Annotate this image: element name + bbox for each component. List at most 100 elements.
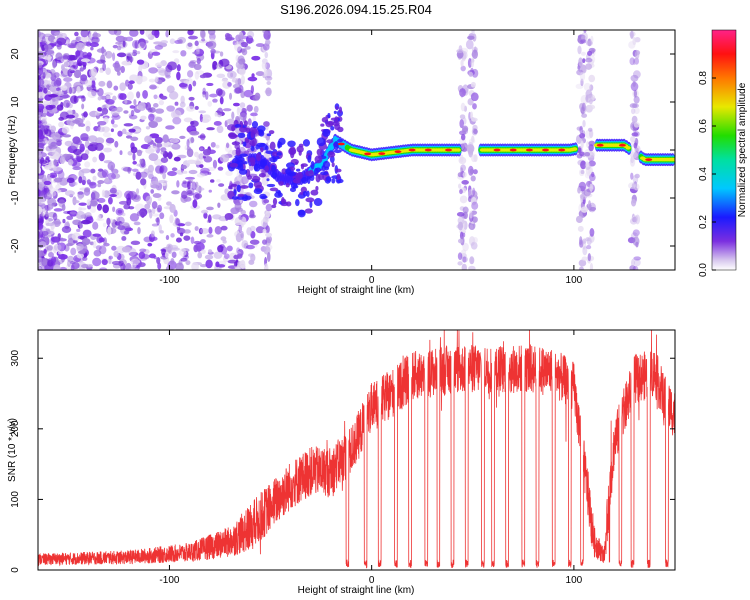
spectrogram-transition-blob [239,185,249,189]
spectrogram-noise-blob [97,182,102,188]
spectrogram-streak-blob [580,206,589,213]
spectrogram-noise-blob [167,144,178,148]
colorbar-label: Normalized spectral amplitude [737,82,748,217]
spectrogram-y-label: Frequency (Hz) [7,116,18,185]
spectrogram-noise-blob [173,156,181,162]
spectrogram-transition-blob [316,148,323,156]
spectrogram-noise-blob [226,245,233,252]
spectrogram-noise-blob [98,80,106,87]
spectrogram-noise-blob [84,187,91,193]
spectrogram-noise-blob [122,40,126,48]
spectrogram-streak-blob [471,154,477,163]
spectrogram-noise-blob [107,226,112,236]
spectrogram-streak-blob [266,252,271,262]
spectrogram-noise-blob [50,72,56,77]
spectrogram-noise-blob [199,113,204,123]
spectrogram-streak-blob [577,65,581,70]
spectrogram-noise-blob [63,77,73,83]
spectrogram-noise-blob [180,164,187,170]
spectrogram-noise-blob [232,102,240,107]
spectrogram-noise-blob [167,151,173,160]
spectrogram-transition-blob [244,195,252,200]
spectrogram-streak-blob [261,239,268,245]
spectrogram-streak-blob [580,51,586,56]
spectrogram-noise-blob [121,60,132,66]
spectrogram-streak-blob [469,210,473,219]
spectrogram-transition-blob [304,208,313,214]
spectrogram-noise-blob [38,181,45,191]
spectrogram-noise-blob [71,157,81,163]
spectrogram-streak-blob [586,237,592,246]
spectrogram-noise-blob [97,197,106,203]
spectrogram-transition-blob [260,146,264,153]
spectrogram-noise-blob [110,128,114,133]
snr-y-tick-label: 200 [10,420,21,437]
spectrogram-noise-blob [47,143,58,150]
snr-x-tick-label: -100 [159,575,179,586]
spectrogram-noise-blob [71,261,80,270]
spectrogram-noise-blob [148,113,155,122]
spectrogram-noise-blob [145,30,152,38]
spectrogram-streak-blob [459,195,468,204]
spectrogram-noise-blob [140,115,147,120]
spectrogram-streak-blob [588,144,594,152]
spectrogram-noise-blob [61,65,65,72]
spectrogram-noise-blob [81,95,86,103]
spectrogram-noise-blob [89,42,99,48]
spectrogram-noise-blob [160,95,168,100]
spectrogram-noise-blob [148,153,159,162]
spectrogram-ridge-mark [455,148,461,152]
spectrogram-noise-blob [69,211,76,215]
spectrogram-streak-blob [635,234,639,242]
spectrogram-transition-blob [247,175,253,180]
spectrogram-transition-blob [269,141,276,151]
spectrogram-noise-blob [107,172,117,180]
spectrogram-noise-blob [94,137,105,145]
spectrogram-noise-blob [42,258,48,266]
spectrogram-noise-blob [203,212,208,219]
spectrogram-noise-blob [176,227,186,235]
spectrogram-transition-blob [258,173,266,178]
spectrogram-noise-blob [42,112,47,118]
spectrogram-noise-blob [157,204,163,213]
spectrogram-streak-blob [265,203,273,212]
spectrogram-noise-blob [64,140,73,147]
spectrogram-noise-blob [73,95,77,103]
spectrogram-peak-mark [364,152,372,156]
spectrogram-noise-blob [199,30,206,39]
spectrogram-noise-blob [174,101,179,106]
spectrogram-noise-blob [246,227,252,236]
spectrogram-noise-blob [69,66,75,72]
spectrogram-noise-blob [222,108,232,112]
spectrogram-noise-blob [49,104,56,109]
spectrogram-streak-blob [585,129,593,139]
spectrogram-noise-blob [121,128,127,135]
spectrogram-transition-blob [338,106,343,114]
spectrogram-streak-blob [460,59,464,67]
spectrogram-noise-blob [96,203,103,211]
spectrogram-noise-blob [186,105,196,112]
spectrogram-streak-blob [629,157,636,167]
spectrogram-noise-blob [72,166,82,171]
spectrogram-noise-blob [62,55,70,60]
spectrogram-noise-blob [152,193,162,198]
spectrogram-noise-blob [207,100,213,107]
spectrogram-noise-blob [151,51,161,56]
spectrogram-noise-blob [97,126,105,133]
spectrogram-x-tick-label: 100 [566,275,583,286]
spectrogram-transition-blob [285,168,292,175]
spectrogram-noise-blob [181,190,188,199]
spectrogram-streak-blob [634,107,640,115]
spectrogram-noise-blob [187,181,191,190]
spectrogram-peak-mark [645,158,653,162]
spectrogram-noise-blob [218,183,225,187]
spectrogram-noise-blob [65,114,75,119]
spectrogram-noise-blob [130,258,141,266]
spectrogram-transition-blob [271,172,278,179]
spectrogram-noise-blob [45,222,55,227]
spectrogram-streak-blob [589,262,594,270]
spectrogram-transition-blob [325,176,332,183]
spectrogram-noise-blob [72,199,80,204]
spectrogram-transition-blob [337,138,343,143]
spectrogram-noise-blob [249,239,260,245]
